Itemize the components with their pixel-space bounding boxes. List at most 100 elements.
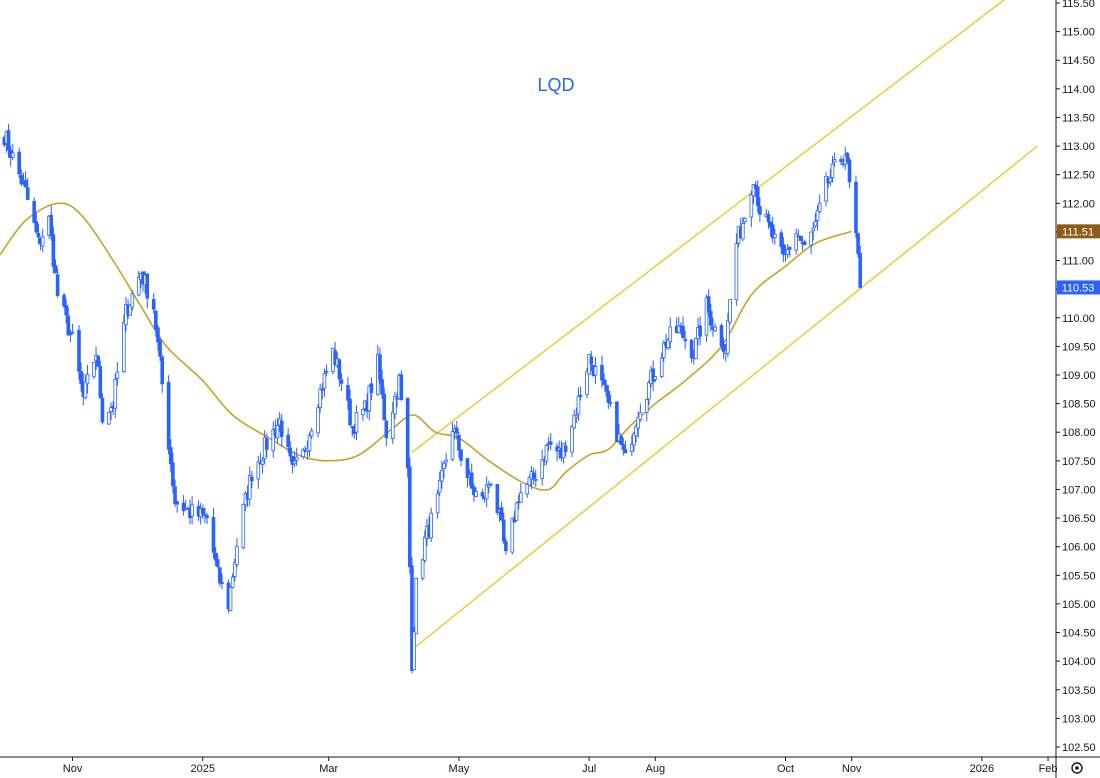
candle [647, 380, 651, 406]
candle-body-down [469, 472, 474, 489]
candle [382, 387, 387, 421]
candle-body-up [676, 325, 681, 333]
candle-body-down [25, 187, 30, 200]
candle [151, 292, 156, 314]
candle-body-up [514, 502, 519, 521]
candle [173, 479, 177, 507]
candle [576, 387, 581, 421]
candle [218, 566, 222, 587]
candle [770, 216, 775, 244]
candle-body-down [602, 379, 606, 386]
candle [309, 427, 314, 439]
settings-icon-ring [1071, 762, 1083, 774]
candle-body-up [68, 333, 73, 336]
candle-body-down [181, 502, 186, 512]
candle [203, 507, 207, 524]
candle-body-down [683, 339, 687, 342]
candle-body-up [442, 463, 446, 469]
candle [115, 362, 120, 386]
candle-body-up [203, 514, 207, 517]
candle [158, 337, 162, 361]
candle [676, 316, 681, 334]
y-tick-label: 110.00 [1062, 313, 1095, 325]
settings-icon[interactable] [1071, 762, 1083, 774]
candle [435, 489, 440, 519]
candle [495, 484, 500, 516]
candle-body-up [318, 388, 322, 408]
candle-body-down [96, 356, 100, 367]
candle-body-down [531, 472, 536, 479]
candle [51, 226, 56, 274]
candle-body-down [856, 233, 860, 254]
candle [713, 323, 717, 333]
candle-body-up [228, 586, 233, 612]
candle [156, 325, 160, 351]
candle [773, 228, 777, 245]
candle [683, 330, 687, 350]
price-badges: 111.51 110.53 [1057, 224, 1100, 295]
candle [636, 411, 641, 438]
y-tick-label: 111.00 [1062, 256, 1094, 268]
candle [64, 299, 68, 324]
candle [794, 228, 798, 255]
candle-body-up [122, 322, 126, 372]
candle-body-up [489, 483, 493, 486]
candle [68, 329, 73, 343]
candle-body-down [333, 350, 337, 365]
candle-body-down [220, 582, 224, 584]
candle [40, 228, 45, 253]
x-tick-label: Jul [582, 763, 596, 775]
candle-body-down [709, 310, 713, 326]
candle-body-up [832, 159, 837, 163]
candle-body-up [817, 202, 822, 213]
candle [689, 338, 694, 363]
candle-body-up [632, 433, 636, 446]
candle [662, 340, 666, 362]
candle [109, 402, 113, 420]
candle [17, 147, 22, 179]
candle-body-down [286, 434, 290, 448]
candle-body-down [681, 325, 685, 339]
candle [632, 431, 636, 452]
candle [856, 232, 860, 258]
candle [190, 496, 194, 525]
candle-body-down [457, 435, 461, 451]
candle [454, 420, 459, 440]
candle-body-up [256, 461, 261, 480]
candle-body-down [100, 397, 105, 423]
x-tick-label: 2026 [970, 763, 994, 775]
candle-body-up [544, 444, 549, 462]
candle-body-down [151, 299, 156, 310]
candle-body-up [585, 371, 589, 395]
candle-body-down [49, 214, 54, 236]
candle-body-down [721, 344, 726, 352]
candle-body-up [109, 406, 113, 413]
candle [154, 309, 158, 337]
candle [721, 337, 726, 360]
candle [544, 443, 549, 466]
candle-body-down [166, 381, 171, 450]
y-tick-label: 112.50 [1062, 170, 1095, 182]
candle [346, 376, 350, 410]
candle-body-up [92, 361, 96, 377]
candle-body-down [755, 186, 760, 207]
candle-body-down [171, 462, 175, 487]
candle-body-down [154, 310, 158, 330]
candle-body-up [450, 431, 455, 460]
candle [634, 423, 638, 443]
candle-body-down [845, 152, 850, 162]
candle [247, 466, 252, 507]
settings-icon-core [1075, 766, 1079, 770]
candle [489, 482, 493, 486]
candle [474, 487, 478, 498]
candle-body-up [130, 293, 135, 308]
candle-body-down [504, 541, 508, 552]
candle [414, 577, 419, 635]
last-price-badge: 110.53 [1057, 280, 1100, 295]
candle [301, 447, 305, 460]
x-tick-label: Aug [646, 763, 666, 775]
candle-body-down [160, 356, 165, 385]
y-tick-label: 108.00 [1062, 427, 1096, 439]
candle [499, 501, 504, 522]
